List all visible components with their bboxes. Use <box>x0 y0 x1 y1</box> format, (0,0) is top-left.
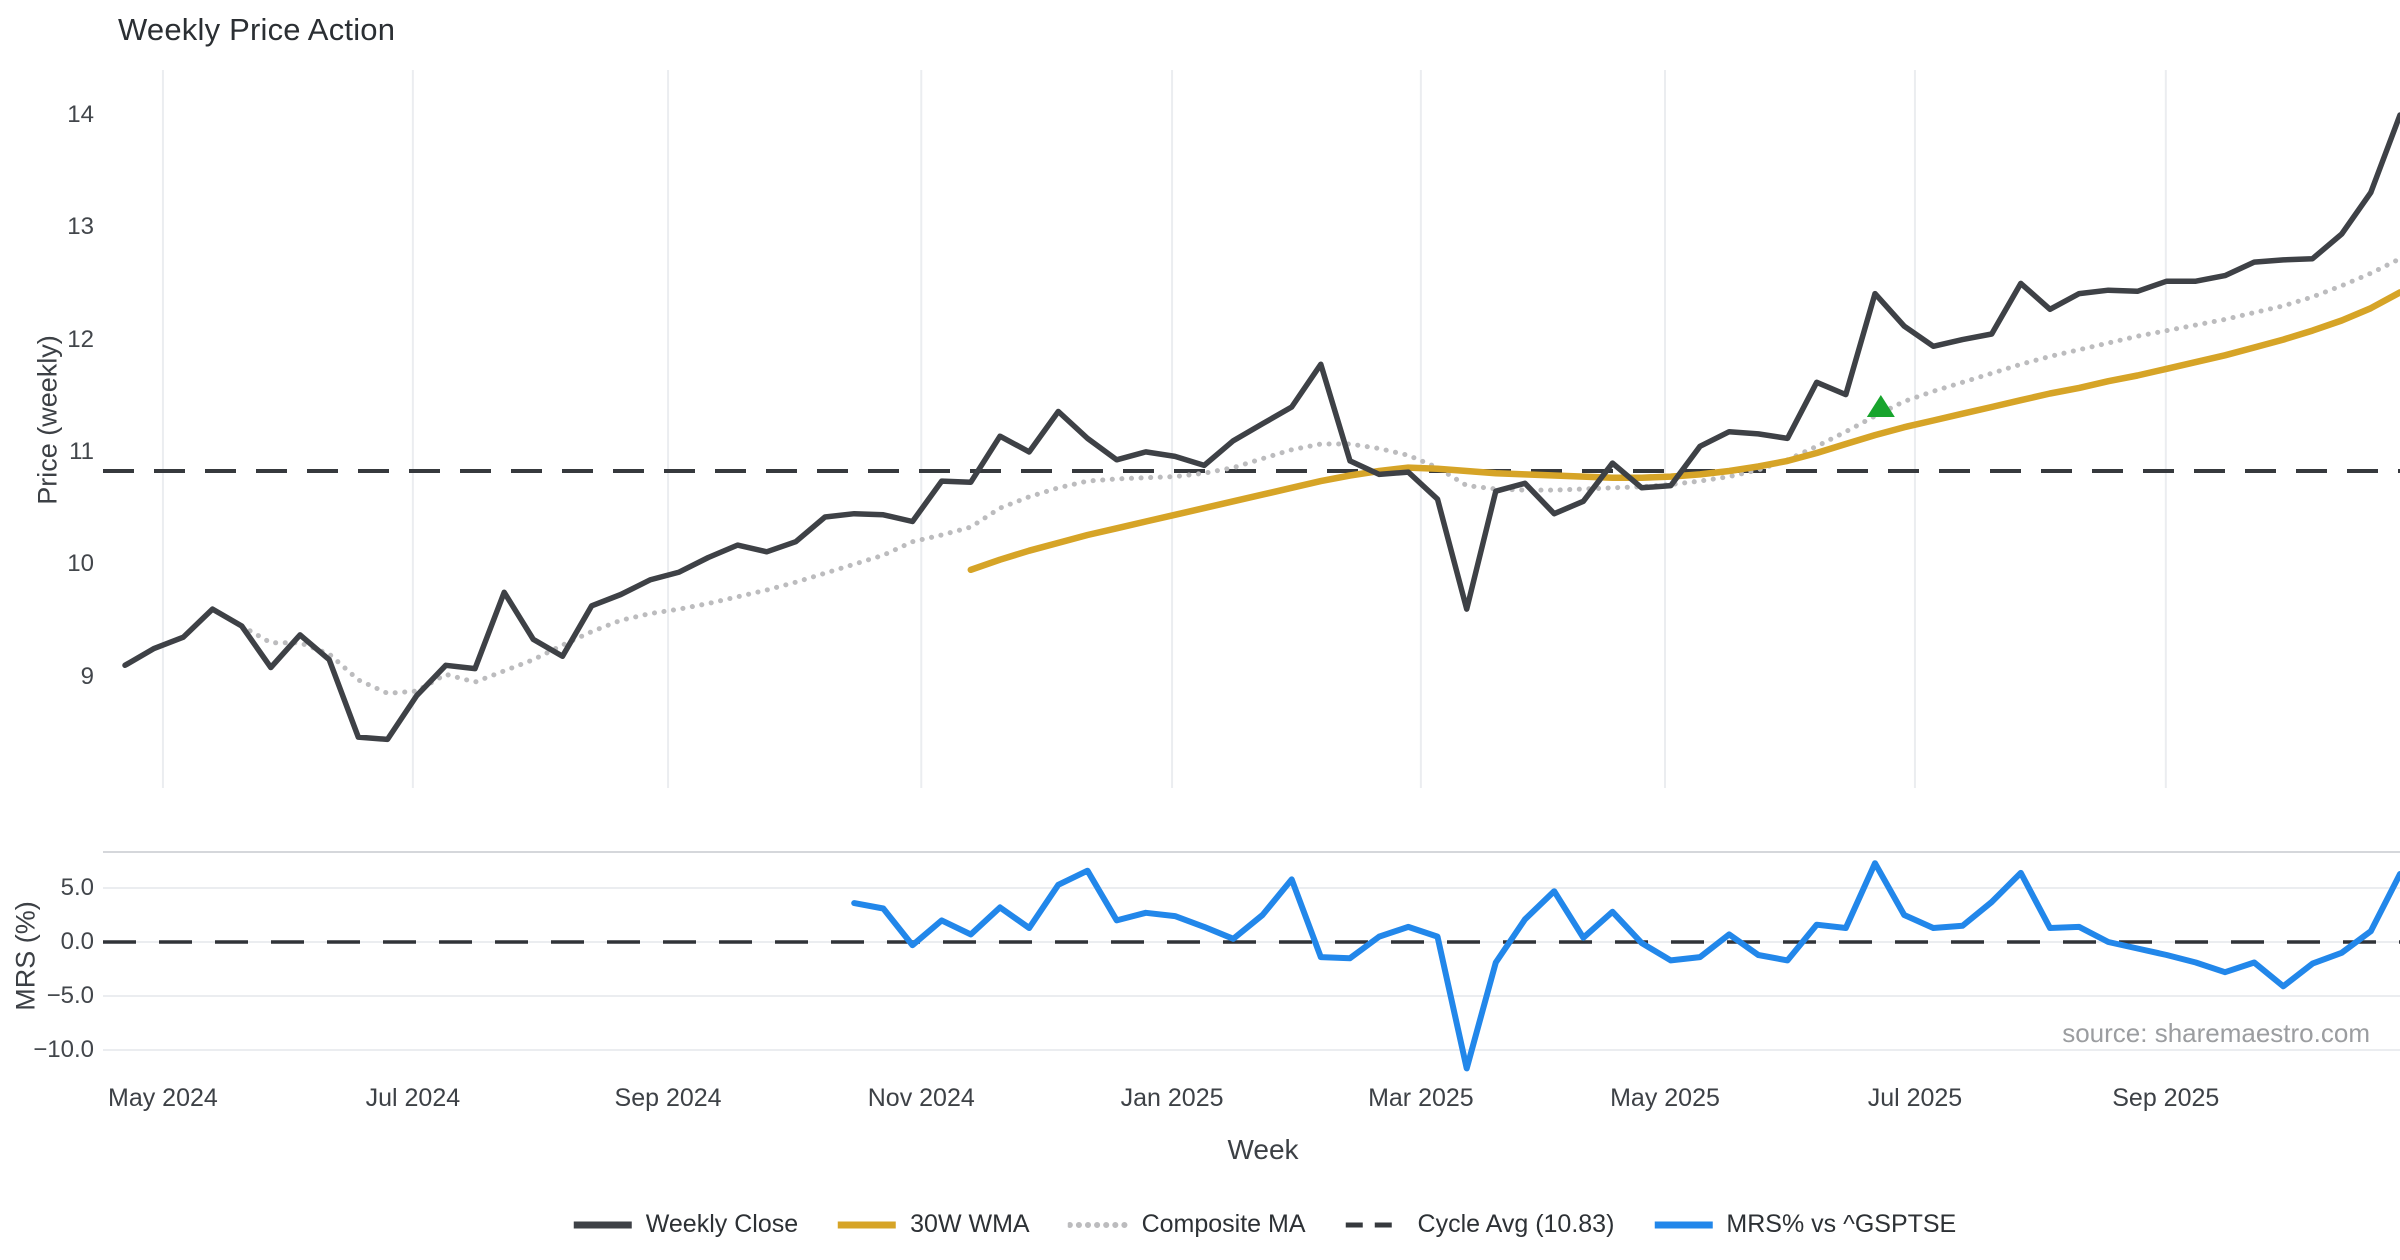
legend-swatch-solid-icon <box>573 1221 632 1228</box>
legend-swatch-dash-icon <box>1345 1222 1404 1227</box>
x-axis-title: Week <box>1227 1134 1299 1165</box>
legend-item-mrs-vs-gsptse[interactable]: MRS% vs ^GSPTSE <box>1652 1210 1956 1239</box>
buy-signal-triangle-icon <box>1866 394 1895 417</box>
month-xtick-label: Jul 2024 <box>365 1084 461 1112</box>
legend-item-weekly-close[interactable]: Weekly Close <box>572 1210 798 1239</box>
price-ytick-label: 14 <box>67 101 94 128</box>
month-xtick-label: Mar 2025 <box>1368 1084 1474 1112</box>
mrs-ytick-label: −5.0 <box>46 982 94 1009</box>
legend: Weekly Close 30W WMA Composite MA Cycle Avg… <box>572 1210 1956 1239</box>
mrs-ytick-label: 0.0 <box>60 928 94 955</box>
weekly-close-line <box>122 112 2400 743</box>
mrs-ytick-label: 5.0 <box>60 874 94 901</box>
composite-ma-line <box>239 256 2400 696</box>
month-xtick-label: Nov 2024 <box>867 1084 975 1112</box>
price-ytick-label: 10 <box>67 550 94 578</box>
legend-swatch-dot-icon <box>1067 1221 1130 1228</box>
mrs-vs-gsptse-line <box>851 860 2400 1072</box>
price-ytick-label: 12 <box>67 325 94 353</box>
month-xtick-label: Jan 2025 <box>1120 1084 1224 1112</box>
30w-wma-line <box>967 289 2400 574</box>
price-ytick-label: 11 <box>69 437 94 465</box>
chart-title: Weekly Price Action <box>118 12 396 47</box>
price-ytick-label: 13 <box>67 213 94 241</box>
legend-label: Weekly Close <box>645 1210 799 1238</box>
legend-label: Cycle Avg (10.83) <box>1417 1210 1615 1238</box>
legend-item-cycle-avg-10-83-[interactable]: Cycle Avg (10.83) <box>1344 1210 1615 1239</box>
legend-label: Composite MA <box>1141 1210 1306 1238</box>
legend-swatch-solid-icon <box>1654 1221 1713 1228</box>
price-ytick-label: 9 <box>80 662 94 690</box>
legend-item-30w-wma[interactable]: 30W WMA <box>836 1210 1030 1239</box>
month-xtick-label: Sep 2024 <box>614 1084 722 1112</box>
month-xtick-label: May 2025 <box>1610 1084 1720 1112</box>
legend-label: MRS% vs ^GSPTSE <box>1726 1210 1957 1238</box>
mrs-ytick-label: −10.0 <box>33 1036 94 1063</box>
month-xtick-label: Jul 2025 <box>1867 1084 1963 1112</box>
source-attribution: source: sharemaestro.com <box>2062 1018 2370 1048</box>
month-xtick-label: May 2024 <box>108 1084 218 1112</box>
price-y-axis-title: Price (weekly) <box>32 335 63 505</box>
legend-label: 30W WMA <box>910 1210 1030 1238</box>
legend-swatch-solid-icon <box>838 1221 897 1228</box>
legend-item-composite-ma[interactable]: Composite MA <box>1067 1210 1306 1239</box>
month-xtick-label: Sep 2025 <box>2112 1084 2220 1112</box>
